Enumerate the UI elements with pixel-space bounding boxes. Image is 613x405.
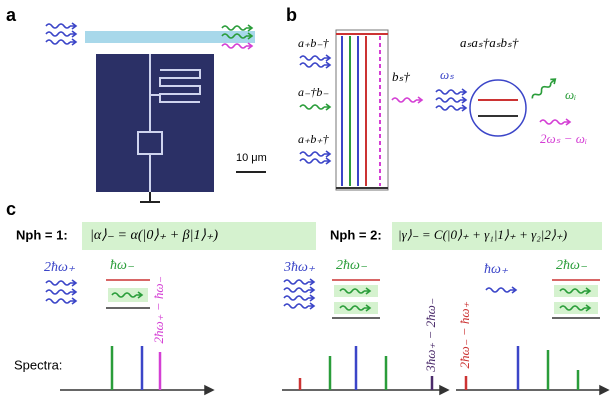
photon-number: Nph = 2: (330, 227, 382, 242)
operator: aₛaₛ†aₛbₛ† (460, 35, 519, 50)
pump-label: bₛ† (392, 69, 410, 84)
photons (540, 119, 570, 125)
ground (140, 192, 160, 202)
output-label: 2ħω₋ − ħω₊ (457, 301, 472, 368)
input-label: ωₛ (440, 67, 454, 82)
input-label: ħω₊ (484, 262, 509, 277)
output-label: 2ħω₊ − ħω₋ (151, 276, 166, 343)
output-label: 3ħω₊ − 2ħω₋ (423, 298, 438, 372)
photon-number: Nph = 1: (16, 227, 68, 242)
chip (96, 54, 214, 192)
input-label: 2ħω₋ (336, 258, 368, 273)
output-label: ωᵢ (565, 87, 576, 102)
transitions (342, 36, 380, 186)
panel-label: a (6, 5, 17, 25)
input-label: 2ħω₊ (44, 260, 76, 275)
panel-label: c (6, 199, 16, 219)
figure: a 10 μm b a₊b₋† a₋†b₋ a₊b₊† bₛ† ωₛ aₛaₛ†… (0, 0, 613, 405)
output-label: 2ωₛ − ωᵢ (540, 131, 587, 146)
photons (392, 97, 422, 103)
photons (530, 77, 557, 101)
scale-label: 10 μm (236, 152, 267, 164)
input-label: ħω₋ (110, 258, 135, 273)
transition-label: a₊b₊† (298, 132, 330, 146)
photons (300, 55, 330, 68)
panel-label: b (286, 5, 297, 25)
spectra-peaks (112, 346, 578, 390)
state: |γ⟩₋ = C(|0⟩₊ + γ₁|1⟩₊ + γ₂|2⟩₊) (398, 227, 567, 242)
spectra-label: Spectra: (14, 357, 62, 372)
output-photons (222, 43, 252, 49)
transition-label: a₊b₋† (298, 36, 330, 50)
cavity (470, 80, 526, 136)
photons (436, 89, 466, 111)
photons (284, 279, 314, 309)
photons (300, 104, 330, 110)
input-label: 2ħω₋ (556, 258, 588, 273)
photons (300, 151, 330, 164)
input-label: 3ħω₊ (283, 260, 316, 275)
input-photons (46, 23, 76, 45)
photons (486, 287, 516, 293)
state: |α⟩₋ = α(|0⟩₊ + β|1⟩₊) (90, 228, 218, 243)
transition-label: a₋†b₋ (298, 85, 329, 99)
photons (46, 280, 76, 304)
